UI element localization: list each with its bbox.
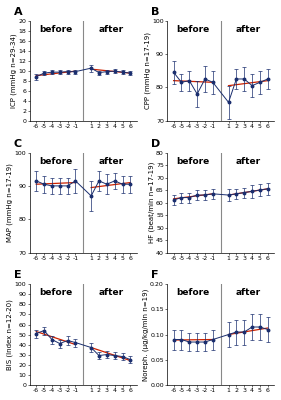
Text: after: after <box>235 156 261 166</box>
Text: F: F <box>151 270 159 280</box>
Text: D: D <box>151 138 160 148</box>
Text: before: before <box>39 156 72 166</box>
Text: before: before <box>176 288 210 298</box>
Text: B: B <box>151 6 160 16</box>
Text: after: after <box>98 288 123 298</box>
Y-axis label: ICP (mmHg n=29-34): ICP (mmHg n=29-34) <box>11 33 17 108</box>
Text: before: before <box>176 156 210 166</box>
Text: C: C <box>14 138 22 148</box>
Y-axis label: MAP (mmHg n=17-19): MAP (mmHg n=17-19) <box>7 163 13 242</box>
Text: after: after <box>235 288 261 298</box>
Text: after: after <box>98 156 123 166</box>
Text: A: A <box>14 6 22 16</box>
Text: E: E <box>14 270 22 280</box>
Text: before: before <box>39 24 72 34</box>
Y-axis label: BIS (Index n=12-20): BIS (Index n=12-20) <box>7 299 13 370</box>
Text: before: before <box>176 24 210 34</box>
Y-axis label: Noreph. (μg/kg/min n=19): Noreph. (μg/kg/min n=19) <box>142 288 149 381</box>
Y-axis label: HF (beat/min n=17-19): HF (beat/min n=17-19) <box>148 162 155 243</box>
Text: after: after <box>98 24 123 34</box>
Text: after: after <box>235 24 261 34</box>
Text: before: before <box>39 288 72 298</box>
Y-axis label: CPP (mmHg n=17-19): CPP (mmHg n=17-19) <box>144 32 151 109</box>
